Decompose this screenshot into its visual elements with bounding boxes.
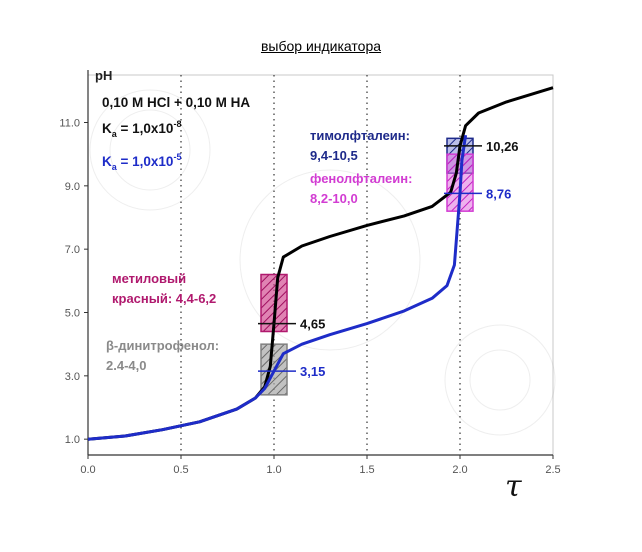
x-tick-label-5: 2.5 bbox=[545, 464, 560, 476]
indicator-label-dinitrophenol: β-динитрофенол: 2.4-4,0 bbox=[106, 338, 219, 373]
indicator-label-methyl-red: метиловый красный: 4,4-6,2 bbox=[112, 271, 216, 306]
ka-strong-exp: -8 bbox=[173, 119, 181, 129]
y-tick-label-1: 3.0 bbox=[65, 371, 80, 383]
dinitrophenol-range: 2.4-4,0 bbox=[106, 358, 146, 373]
value-label-0: 10,26 bbox=[486, 139, 519, 154]
indicator-label-thymolphthalein: тимолфталеин: 9,4-10,5 bbox=[310, 128, 410, 163]
ka-weak-base: K bbox=[102, 154, 112, 169]
legend-ka-strong: Ka = 1,0x10-8 bbox=[102, 119, 181, 139]
ka-weak-sub: a bbox=[112, 162, 118, 172]
page-title-text: выбор индикатора bbox=[260, 38, 382, 54]
value-label-2: 4,65 bbox=[300, 317, 325, 332]
value-label-3: 3,15 bbox=[300, 364, 325, 379]
phenolphthalein-name: фенолфталеин: bbox=[310, 171, 412, 186]
series-line-1 bbox=[87, 134, 468, 441]
axes: 0.0 0.5 1.0 1.5 2.0 2.5 1.0 3.0 5.0 7.0 9.0 11.0 bbox=[59, 70, 561, 476]
page-title: выбор индикатора bbox=[0, 38, 642, 54]
ka-strong-base: K bbox=[102, 121, 112, 136]
x-tick-label-0: 0.0 bbox=[80, 464, 95, 476]
x-tick-label-1: 0.5 bbox=[173, 464, 188, 476]
series-lines bbox=[87, 86, 554, 441]
y-tick-label-5: 11.0 bbox=[59, 118, 80, 130]
thymolphthalein-range: 9,4-10,5 bbox=[310, 148, 358, 163]
svg-text:Ka = 1,0x10-8: Ka = 1,0x10-8 bbox=[102, 119, 181, 139]
methyl-red-range: красный: 4,4-6,2 bbox=[112, 291, 216, 306]
y-tick-label-0: 1.0 bbox=[65, 434, 80, 446]
indicator-label-phenolphthalein: фенолфталеин: 8,2-10,0 bbox=[310, 171, 412, 206]
methyl-red-name: метиловый bbox=[112, 271, 186, 286]
x-tick-label-4: 2.0 bbox=[452, 464, 467, 476]
legend-ka-weak: Ka = 1,0x10-5 bbox=[102, 152, 181, 172]
svg-text:Ka = 1,0x10-5: Ka = 1,0x10-5 bbox=[102, 152, 181, 172]
y-axis-label: pH bbox=[95, 68, 112, 83]
y-tick-label-3: 7.0 bbox=[65, 244, 80, 256]
value-label-1: 8,76 bbox=[486, 186, 511, 201]
y-tick-label-2: 5.0 bbox=[65, 308, 80, 320]
value-markers: 10,26 8,76 4,65 3,15 bbox=[258, 139, 519, 379]
ka-strong-value: = 1,0x10 bbox=[117, 121, 174, 136]
ka-strong-sub: a bbox=[112, 129, 118, 139]
x-tick-label-2: 1.0 bbox=[266, 464, 281, 476]
legend-mixture: 0,10 M HCl + 0,10 M HA bbox=[102, 95, 250, 110]
x-axis-label: τ bbox=[505, 469, 522, 504]
dinitrophenol-name: β-динитрофенол: bbox=[106, 338, 219, 353]
background-decoration bbox=[89, 89, 556, 436]
ka-weak-exp: -5 bbox=[173, 152, 181, 162]
ka-weak-value: = 1,0x10 bbox=[117, 154, 174, 169]
phenolphthalein-range: 8,2-10,0 bbox=[310, 191, 358, 206]
thymolphthalein-name: тимолфталеин: bbox=[310, 128, 410, 143]
y-tick-label-4: 9.0 bbox=[65, 181, 80, 193]
plot-area bbox=[87, 74, 554, 456]
x-tick-label-3: 1.5 bbox=[359, 464, 374, 476]
